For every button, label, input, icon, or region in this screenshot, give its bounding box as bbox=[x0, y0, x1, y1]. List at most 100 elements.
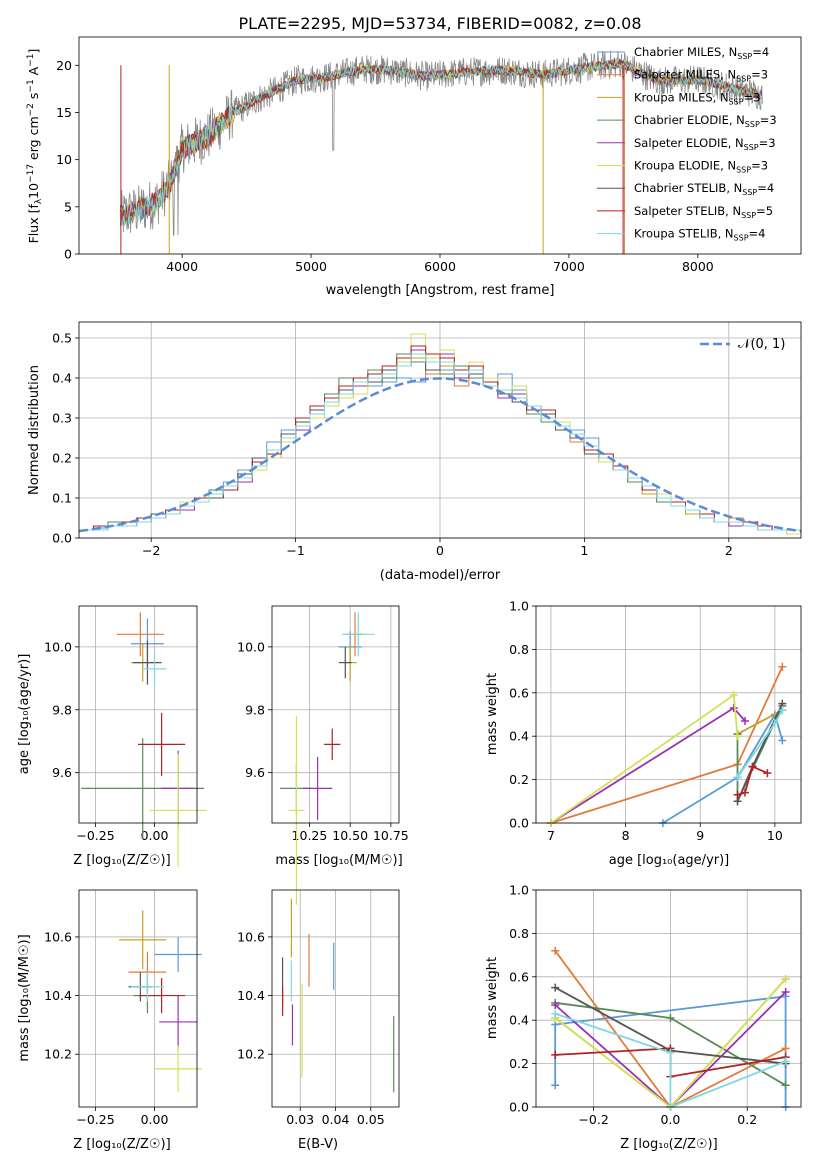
p6-ylabel: mass [log₁₀(M/M☉)] bbox=[17, 934, 32, 1061]
weight-z-panel-marker-6-0 bbox=[551, 983, 560, 992]
age-mass-panel-ytick-0-label: 9.6 bbox=[245, 765, 265, 780]
spectrum-legend-label-8: Kroupa STELIB, NSSP=4 bbox=[634, 227, 765, 243]
age-z-panel-ytick-2-label: 10.0 bbox=[44, 639, 72, 654]
mass-z-panel-ytick-1-label: 10.4 bbox=[44, 988, 72, 1003]
spectrum-ylabel-f: −2 bbox=[26, 103, 36, 116]
spectrum-ylabel-d: −17 bbox=[26, 164, 36, 183]
age-z-panel-xtick-1-label: 0.00 bbox=[141, 828, 169, 843]
mass-ebv-panel-frame bbox=[271, 889, 400, 1108]
spectrum-ytick-4-label: 20 bbox=[56, 58, 72, 73]
mass-ebv-panel-xtick-1-label: 0.04 bbox=[322, 1112, 350, 1127]
p7-xlabel: E(B-V) bbox=[298, 1137, 338, 1152]
weight-age-panel-marker-0-3 bbox=[778, 736, 787, 745]
mass-z-panel-xtick-1-label: 0.00 bbox=[141, 1112, 169, 1127]
weight-age-panel-marker-7-0 bbox=[733, 790, 742, 799]
spectrum-lines bbox=[119, 50, 763, 254]
weight-z-panel-marker-7-0 bbox=[551, 1050, 560, 1059]
weight-age-panel-marker-8-0 bbox=[733, 773, 742, 782]
spectrum-legend-label-6: Chabrier STELIB, NSSP=4 bbox=[634, 181, 774, 197]
p3-xlabel: Z [log₁₀(Z/Z☉)] bbox=[73, 853, 170, 868]
weight-z-panel-xtick-0-label: −0.2 bbox=[578, 1112, 608, 1127]
weight-age-panel-xtick-0-label: 7 bbox=[547, 828, 555, 843]
weight-age-panel-xtick-3-label: 10 bbox=[767, 828, 783, 843]
weight-age-panel-marker-7-1 bbox=[741, 788, 750, 797]
weight-z-panel-marker-8-0 bbox=[551, 1009, 560, 1018]
hist-xlabel: (data-model)/error bbox=[380, 568, 501, 583]
spectrum-ytick-3-label: 15 bbox=[56, 105, 72, 120]
age-z-panel-ytick-0-label: 9.6 bbox=[52, 765, 72, 780]
weight-age-panel-ytick-2-label: 0.4 bbox=[509, 729, 529, 744]
weight-age-panel-xtick-1-label: 8 bbox=[622, 828, 630, 843]
p6-xlabel: Z [log₁₀(Z/Z☉)] bbox=[73, 1137, 170, 1152]
spectrum-legend-label-0: Chabrier MILES, NSSP=4 bbox=[634, 45, 769, 61]
spectrum-panel: 4000 5000 6000 7000 8000 0 5 10 15 20 Chabrier MIL… bbox=[56, 36, 802, 274]
weight-age-panel-marker-5-1 bbox=[729, 690, 738, 699]
spectrum-ylabel-i: A bbox=[26, 66, 41, 79]
spectrum-ylabel-j: −1 bbox=[26, 54, 36, 67]
spectrum-legend-label-3: Chabrier ELODIE, NSSP=3 bbox=[634, 113, 777, 129]
weight-z-panel-ytick-4-label: 0.8 bbox=[509, 926, 529, 941]
hist-xtick-3-label: 1 bbox=[580, 543, 588, 558]
p3-ylabel: age [log₁₀(age/yr)] bbox=[17, 654, 32, 775]
hist-ytick-5-label: 0.5 bbox=[52, 331, 72, 346]
spectrum-xtick-4-label: 8000 bbox=[682, 259, 714, 274]
hist-frame bbox=[78, 321, 802, 539]
weight-z-panel-ytick-2-label: 0.4 bbox=[509, 1013, 529, 1028]
spectrum-legend-label-1: Salpeter MILES, NSSP=3 bbox=[634, 68, 768, 84]
hist-ytick-1-label: 0.1 bbox=[52, 491, 72, 506]
hist-legend-label: 𝒩(0, 1) bbox=[738, 337, 785, 352]
mass-z-panel-frame bbox=[78, 889, 198, 1108]
mass-z-panel-ytick-2-label: 10.6 bbox=[44, 929, 72, 944]
p5-xlabel: age [log₁₀(age/yr)] bbox=[609, 853, 730, 868]
spectrum-xtick-1-label: 5000 bbox=[295, 259, 327, 274]
hist-normal-curve bbox=[79, 377, 801, 533]
hist-xtick-2-label: 0 bbox=[436, 543, 444, 558]
weight-age-panel-series-7 bbox=[737, 765, 768, 796]
weight-z-panel-marker-1-0 bbox=[551, 946, 560, 955]
hist-ytick-0-label: 0.0 bbox=[52, 531, 72, 546]
mass-ebv-panel-xtick-2-label: 0.05 bbox=[357, 1112, 385, 1127]
mass-z-panel: −0.25 0.00 10.2 10.4 10.6 bbox=[44, 889, 202, 1127]
weight-z-panel-marker-3-1 bbox=[666, 1014, 675, 1023]
spectrum-legend-label-2: Kroupa MILES, NSSP=3 bbox=[634, 90, 760, 106]
weight-age-panel-series-4 bbox=[550, 706, 746, 824]
age-z-panel: −0.25 0.00 9.6 9.8 10.0 bbox=[44, 605, 207, 868]
p8-ylabel: mass weight bbox=[485, 957, 500, 1039]
spectrum-ylabel-h: −1 bbox=[26, 79, 36, 92]
hist-ytick-4-label: 0.4 bbox=[52, 371, 72, 386]
weight-age-panel-ytick-1-label: 0.2 bbox=[509, 772, 529, 787]
spectrum-xtick-3-label: 7000 bbox=[553, 259, 585, 274]
spectrum-model-line-7 bbox=[119, 58, 762, 225]
weight-z-panel-marker-8-3 bbox=[781, 1057, 790, 1066]
hist-xtick-0-label: −2 bbox=[142, 543, 160, 558]
weight-age-panel-xtick-2-label: 9 bbox=[696, 828, 704, 843]
weight-z-panel-marker-4-2 bbox=[781, 987, 790, 996]
weight-age-panel-marker-4-1 bbox=[729, 703, 738, 712]
hist-ytick-3-label: 0.3 bbox=[52, 411, 72, 426]
spectrum-ytick-0-label: 0 bbox=[64, 247, 72, 262]
hist-series bbox=[79, 333, 801, 538]
p4-xlabel: mass [log₁₀(M/M☉)] bbox=[275, 853, 402, 868]
spectrum-ylabel-b: λ bbox=[34, 198, 44, 204]
spectrum-ytick-2-label: 10 bbox=[56, 152, 72, 167]
weight-z-panel-marker-0-0 bbox=[551, 1081, 560, 1090]
mass-z-panel-xtick-0-label: −0.25 bbox=[76, 1112, 114, 1127]
spectrum-legend-label-7: Salpeter STELIB, NSSP=5 bbox=[634, 204, 773, 220]
hist-ylabel: Normed distribution bbox=[27, 365, 42, 495]
spectrum-ylabel-g: s bbox=[26, 93, 41, 104]
hist-ytick-2-label: 0.2 bbox=[52, 451, 72, 466]
age-mass-panel-xtick-0-label: 10.25 bbox=[292, 828, 328, 843]
p5-ylabel: mass weight bbox=[485, 673, 500, 755]
spectrum-ylabel-k: ] bbox=[26, 49, 41, 54]
weight-age-panel-marker-1-2 bbox=[778, 662, 787, 671]
weight-z-panel-xtick-1-label: 0.0 bbox=[660, 1112, 680, 1127]
p8-xlabel: Z [log₁₀(Z/Z☉)] bbox=[620, 1137, 717, 1152]
age-z-panel-xtick-0-label: −0.25 bbox=[76, 828, 114, 843]
spectrum-frame bbox=[78, 36, 802, 255]
spectrum-ylabel-a: Flux [f bbox=[26, 204, 41, 244]
mass-ebv-panel-ytick-1-label: 10.4 bbox=[237, 988, 265, 1003]
weight-age-panel: 7 8 9 10 0.0 0.2 0.4 0.6 0.8 1.0 bbox=[509, 599, 802, 843]
mass-ebv-panel-ytick-0-label: 10.2 bbox=[237, 1047, 265, 1062]
